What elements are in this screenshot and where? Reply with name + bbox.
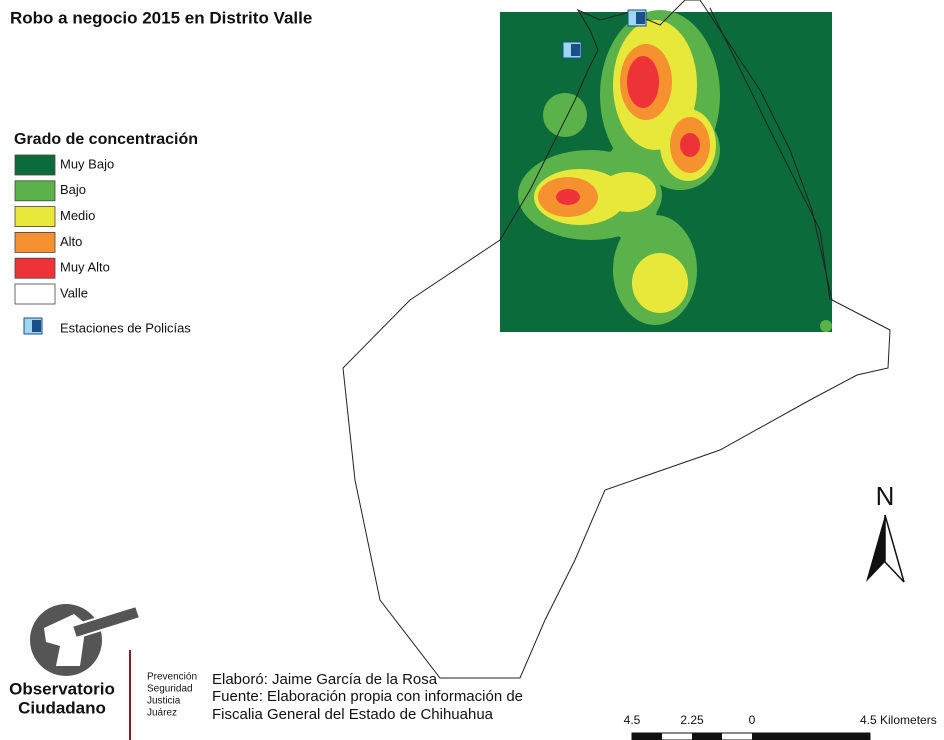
logo-tagline: Prevención <box>147 672 197 683</box>
logo-name: Ciudadano <box>18 698 106 717</box>
north-arrow <box>884 514 905 583</box>
logo-name: Observatorio <box>9 679 115 698</box>
police-icon <box>636 12 645 24</box>
legend-stations: Estaciones de Policías <box>60 320 191 335</box>
heat-zone <box>543 93 587 137</box>
logo-mark <box>30 604 142 676</box>
legend: Muy Bajo Bajo Medio Alto Muy Alto Valle <box>14 154 114 305</box>
scale-label: 0 <box>749 713 756 727</box>
legend-swatch <box>14 257 56 279</box>
heat-zone <box>820 320 832 332</box>
heat-zone <box>680 133 700 157</box>
logo-tagline: Justicia <box>147 696 181 707</box>
credit: Fiscalia General del Estado de Chihuahua <box>212 706 494 723</box>
legend-label: Medio <box>60 208 95 223</box>
legend-label: Valle <box>60 285 88 300</box>
credit: Elaboró: Jaime García de la Rosa <box>212 671 438 688</box>
credit: Fuente: Elaboración propia con informaci… <box>212 688 523 705</box>
police-stations <box>23 9 647 335</box>
heat-zone <box>632 253 688 313</box>
police-icon <box>32 320 41 332</box>
scale-label: 4.5 Kilometers <box>860 713 937 727</box>
north-label: N <box>876 481 895 511</box>
north-arrow <box>866 515 885 582</box>
boundary-line <box>709 7 831 301</box>
legend-title: Grado de concentración <box>14 131 198 148</box>
logo-tagline: Juárez <box>147 708 177 719</box>
scale-bar <box>631 732 871 740</box>
legend-swatch <box>14 231 56 253</box>
district-outline <box>342 0 891 679</box>
map-title: Robo a negocio 2015 en Distrito Valle <box>10 8 312 27</box>
logo-tagline: Seguridad <box>147 684 193 695</box>
legend-swatch <box>14 180 56 202</box>
legend-label: Muy Bajo <box>60 156 114 171</box>
heat-zone <box>627 56 659 108</box>
scale-label: 2.25 <box>680 713 704 727</box>
heatmap <box>500 10 832 332</box>
legend-swatch <box>14 154 56 176</box>
legend-swatch <box>14 206 56 228</box>
legend-label: Alto <box>60 234 82 249</box>
heat-zone <box>600 172 656 212</box>
heat-zone <box>556 189 580 205</box>
legend-swatch <box>14 283 56 305</box>
scale-label: 4.5 <box>624 713 641 727</box>
police-icon <box>571 44 580 56</box>
legend-label: Bajo <box>60 182 86 197</box>
legend-label: Muy Alto <box>60 260 110 275</box>
